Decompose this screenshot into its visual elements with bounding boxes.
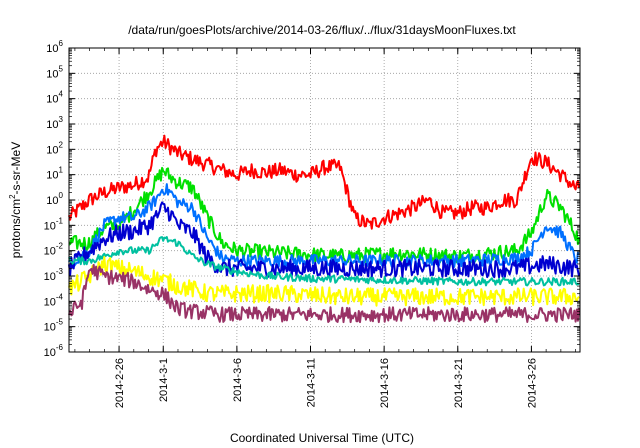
y-tick-exponent: 5: [59, 64, 64, 73]
series-line: [68, 263, 581, 324]
y-tick-exponent: -4: [56, 292, 64, 301]
y-tick-exponent: -1: [56, 216, 64, 225]
x-tick-label: 2014-3-1: [158, 358, 170, 402]
y-tick-label: 100: [46, 191, 63, 207]
y-tick-exponent: 6: [59, 39, 64, 48]
series-line: [68, 256, 580, 307]
y-tick-exponent: 0: [59, 191, 64, 200]
y-axis-label-main: protons/cm: [9, 199, 23, 258]
series-line: [68, 236, 580, 287]
y-tick-label: 10-1: [44, 216, 64, 232]
y-tick-base: 10: [46, 68, 58, 80]
y-tick-base: 10: [44, 271, 56, 283]
series-line: [68, 183, 580, 269]
series-line: [68, 201, 581, 279]
y-tick-exponent: -5: [56, 318, 64, 327]
series-line: [68, 134, 581, 230]
y-tick-label: 102: [46, 140, 63, 156]
y-tick-base: 10: [46, 144, 58, 156]
x-tick-label: 2014-3-11: [306, 358, 318, 407]
y-tick-label: 10-5: [44, 318, 64, 334]
y-tick-exponent: 4: [59, 90, 64, 99]
y-tick-label: 10-4: [44, 292, 64, 308]
y-tick-base: 10: [44, 347, 56, 359]
y-tick-label: 10-2: [44, 242, 64, 258]
y-tick-base: 10: [44, 246, 56, 258]
y-tick-exponent: -3: [56, 267, 64, 276]
y-tick-base: 10: [46, 195, 58, 207]
y-tick-label: 10-6: [44, 343, 64, 359]
y-tick-base: 10: [44, 322, 56, 334]
y-tick-label: 105: [46, 64, 63, 80]
x-axis-label: Coordinated Universal Time (UTC): [230, 431, 414, 445]
y-tick-exponent: -2: [56, 242, 64, 251]
y-tick-label: 101: [46, 166, 63, 182]
y-tick-base: 10: [46, 94, 58, 106]
y-axis-label: protons/cm2-s-sr-MeV: [8, 142, 23, 258]
y-tick-exponent: 2: [59, 140, 64, 149]
x-tick-label: 2014-3-6: [232, 358, 244, 402]
x-tick-label: 2014-3-26: [526, 358, 538, 408]
y-tick-exponent: 3: [59, 115, 64, 124]
y-tick-exponent: -6: [56, 343, 64, 352]
y-axis-label-sup: 2: [8, 194, 17, 199]
y-tick-label: 106: [46, 39, 63, 55]
y-tick-base: 10: [46, 119, 58, 131]
series-lines: [68, 134, 581, 324]
y-tick-base: 10: [44, 296, 56, 308]
x-tick-label: 2014-3-21: [453, 358, 465, 408]
y-axis-ticks: 10610510410310210110010-110-210-310-410-…: [44, 39, 580, 359]
y-tick-base: 10: [46, 43, 58, 55]
series-line: [68, 166, 581, 265]
x-tick-label: 2014-3-16: [379, 358, 391, 408]
y-tick-label: 103: [46, 115, 63, 131]
y-tick-label: 10-3: [44, 267, 64, 283]
x-tick-label: 2014-2-26: [114, 358, 126, 408]
y-axis-label-units: -s-sr-MeV: [9, 142, 23, 195]
y-tick-base: 10: [46, 170, 58, 182]
x-axis-ticks: 2014-2-26 2014-3-1 2014-3-6 2014-3-11 2014-3…: [74, 48, 576, 408]
y-tick-base: 10: [44, 220, 56, 232]
y-tick-label: 104: [46, 90, 63, 106]
y-tick-exponent: 1: [59, 166, 64, 175]
chart-title: /data/run/goesPlots/archive/2014-03-26/f…: [128, 23, 516, 37]
